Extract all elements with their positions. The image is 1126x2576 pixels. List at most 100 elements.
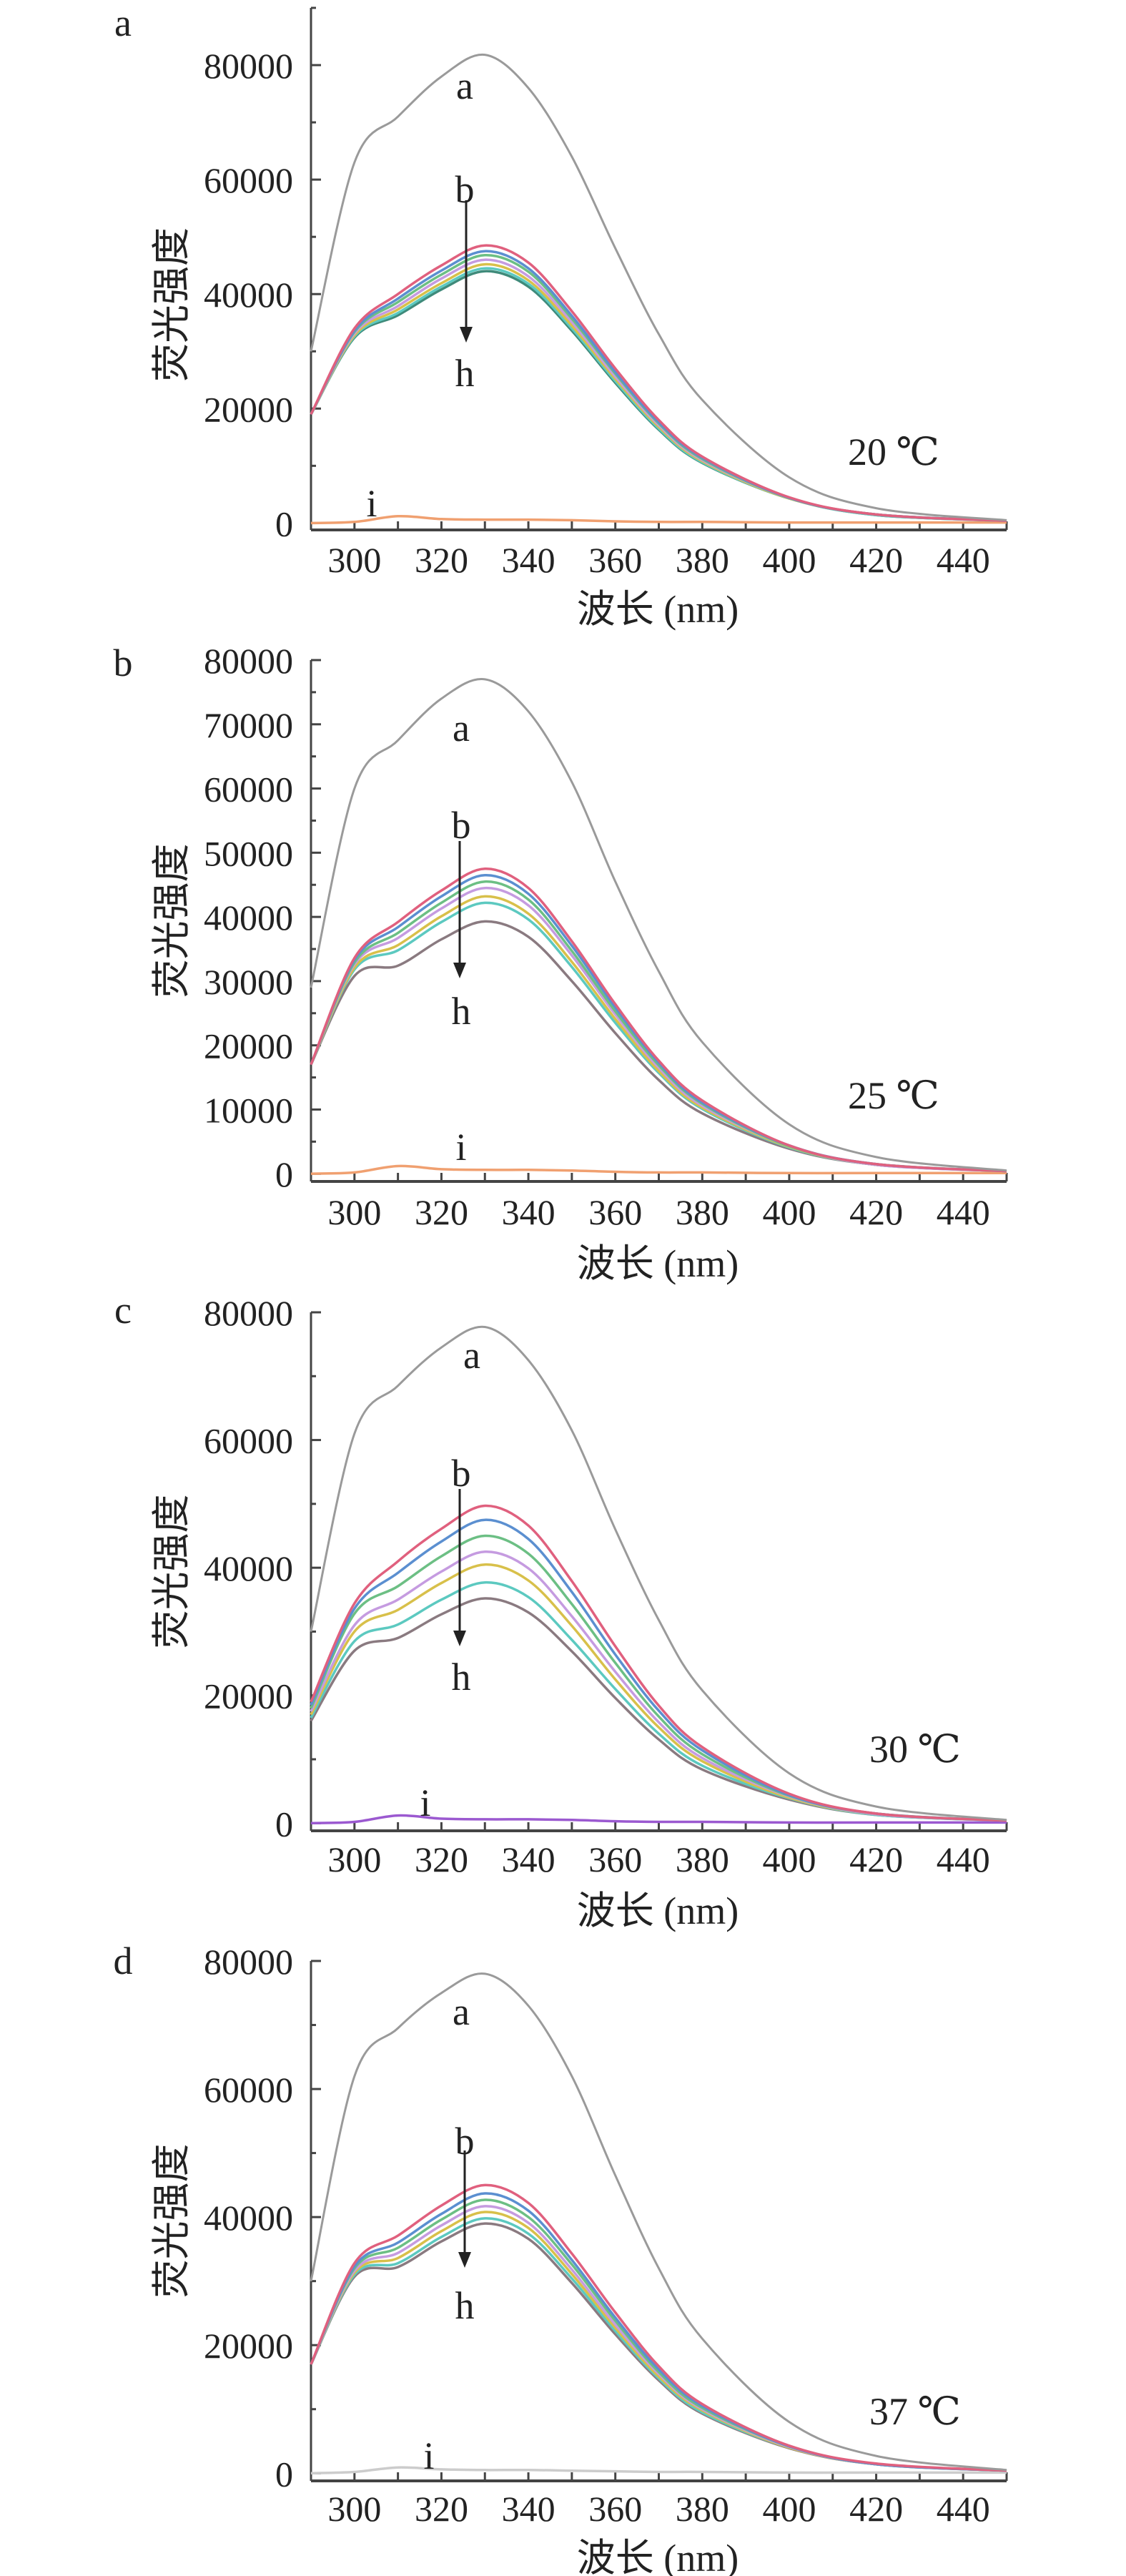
annotation-curve-h: h [452,1656,471,1699]
annotation-curve-b: b [455,168,475,211]
x-tick-label: 300 [327,1839,381,1879]
series-line-a [310,53,1007,521]
y-tick-label: 20000 [204,2326,293,2366]
x-tick-label: 360 [588,2489,642,2529]
x-tick-label: 300 [327,1192,381,1232]
y-tick-label: 70000 [204,705,293,745]
y-axis-label: 荧光强度 [150,1495,193,1649]
series-line-f [310,895,1007,1173]
temperature-label: 30 ℃ [869,1728,961,1771]
y-axis-label: 荧光强度 [150,227,193,382]
panel-c: c 0 20000 40000 60000 80000 300 320 340 360 380 400… [114,1289,1008,1932]
x-tick-label: 380 [676,1839,729,1879]
series-line-h [310,270,1007,522]
y-axis-label: 荧光强度 [150,844,193,998]
series-line-c [310,1518,1007,1822]
series-line-b [310,1504,1007,1822]
series-line-b [310,2183,1007,2472]
panel-label: d [114,1940,133,1982]
series-line-h [310,920,1007,1173]
series-line-a [310,1972,1007,2472]
series-line-a [310,678,1007,1172]
quench-arrow-head-icon [453,963,466,978]
x-tick-label: 440 [937,2489,990,2529]
x-tick-label: 320 [415,1839,468,1879]
x-tick-label: 340 [502,540,555,580]
x-tick-label: 420 [849,1192,903,1232]
x-tick-label: 440 [937,1839,990,1879]
annotation-curve-b: b [452,804,471,847]
x-axis-label: 波长 (nm) [577,2537,739,2576]
x-tick-label: 320 [415,1192,468,1232]
x-tick-label: 440 [937,540,990,580]
x-tick-label: 400 [762,2489,816,2529]
y-tick-label: 0 [275,2454,293,2494]
series-line-h [310,2222,1007,2472]
y-tick-label: 20000 [204,389,293,429]
series-line-f [310,1563,1007,1822]
y-tick-label: 60000 [204,2070,293,2110]
x-axis-label: 波长 (nm) [577,1889,739,1932]
y-tick-label: 60000 [204,1421,293,1461]
y-tick-label: 10000 [204,1090,293,1130]
temperature-label: 37 ℃ [869,2390,961,2433]
panel-label: c [114,1289,132,1332]
panel-label: a [114,1,132,44]
x-tick-label: 400 [762,1839,816,1879]
series-line-b [310,867,1007,1173]
x-tick-label: 340 [502,1192,555,1232]
series-line-i [310,514,1007,525]
x-tick-label: 320 [415,2489,468,2529]
quench-arrow-head-icon [460,327,473,343]
y-tick-label: 40000 [204,2198,293,2238]
x-tick-label: 360 [588,540,642,580]
series-line-i [310,2466,1007,2475]
x-tick-label: 360 [588,1192,642,1232]
annotation-curve-i: i [455,1126,466,1169]
x-tick-label: 420 [849,1839,903,1879]
y-tick-label: 80000 [204,1942,293,1982]
y-tick-label: 40000 [204,898,293,938]
y-tick-label: 80000 [204,46,293,86]
y-tick-label: 0 [275,1154,293,1194]
annotation-curve-i: i [420,1781,430,1824]
y-tick-label: 50000 [204,833,293,873]
y-tick-label: 0 [275,503,293,544]
series-line-i [310,1164,1007,1175]
x-tick-label: 340 [502,1839,555,1879]
x-axis-label: 波长 (nm) [577,1242,739,1285]
series-line-a [310,1325,1007,1822]
y-axis-label: 荧光强度 [150,2144,193,2299]
y-tick-label: 20000 [204,1676,293,1716]
series-line-e [310,886,1007,1173]
x-tick-label: 420 [849,540,903,580]
temperature-label: 25 ℃ [848,1074,939,1117]
series-line-i [310,1814,1007,1825]
annotation-curve-h: h [455,352,475,395]
x-tick-label: 320 [415,540,468,580]
x-tick-label: 360 [588,1839,642,1879]
x-tick-label: 400 [762,1192,816,1232]
annotation-curve-a: a [463,1334,480,1377]
panel-a: a 0 20000 40000 60000 80000 300 320 340 360 380 400… [114,1,1008,631]
x-tick-label: 380 [676,1192,729,1232]
series-line-e [310,1550,1007,1822]
y-tick-label: 80000 [204,641,293,681]
panel-b: b 0 10000 20000 30000 40000 50000 60000 70000 800… [114,641,1008,1285]
y-tick-label: 80000 [204,1293,293,1333]
x-tick-label: 300 [327,540,381,580]
panel-d: d 0 20000 40000 60000 80000 300 320 340 360 380 400… [114,1940,1008,2576]
y-tick-label: 60000 [204,160,293,200]
annotation-curve-h: h [455,2284,475,2327]
series-line-b [310,244,1007,522]
x-tick-label: 340 [502,2489,555,2529]
y-tick-label: 20000 [204,1026,293,1066]
y-tick-label: 0 [275,1804,293,1844]
annotation-curve-a: a [453,1990,470,2033]
x-tick-label: 400 [762,540,816,580]
annotation-curve-i: i [366,482,377,525]
x-tick-label: 300 [327,2489,381,2529]
x-tick-label: 440 [937,1192,990,1232]
y-tick-label: 40000 [204,1548,293,1588]
